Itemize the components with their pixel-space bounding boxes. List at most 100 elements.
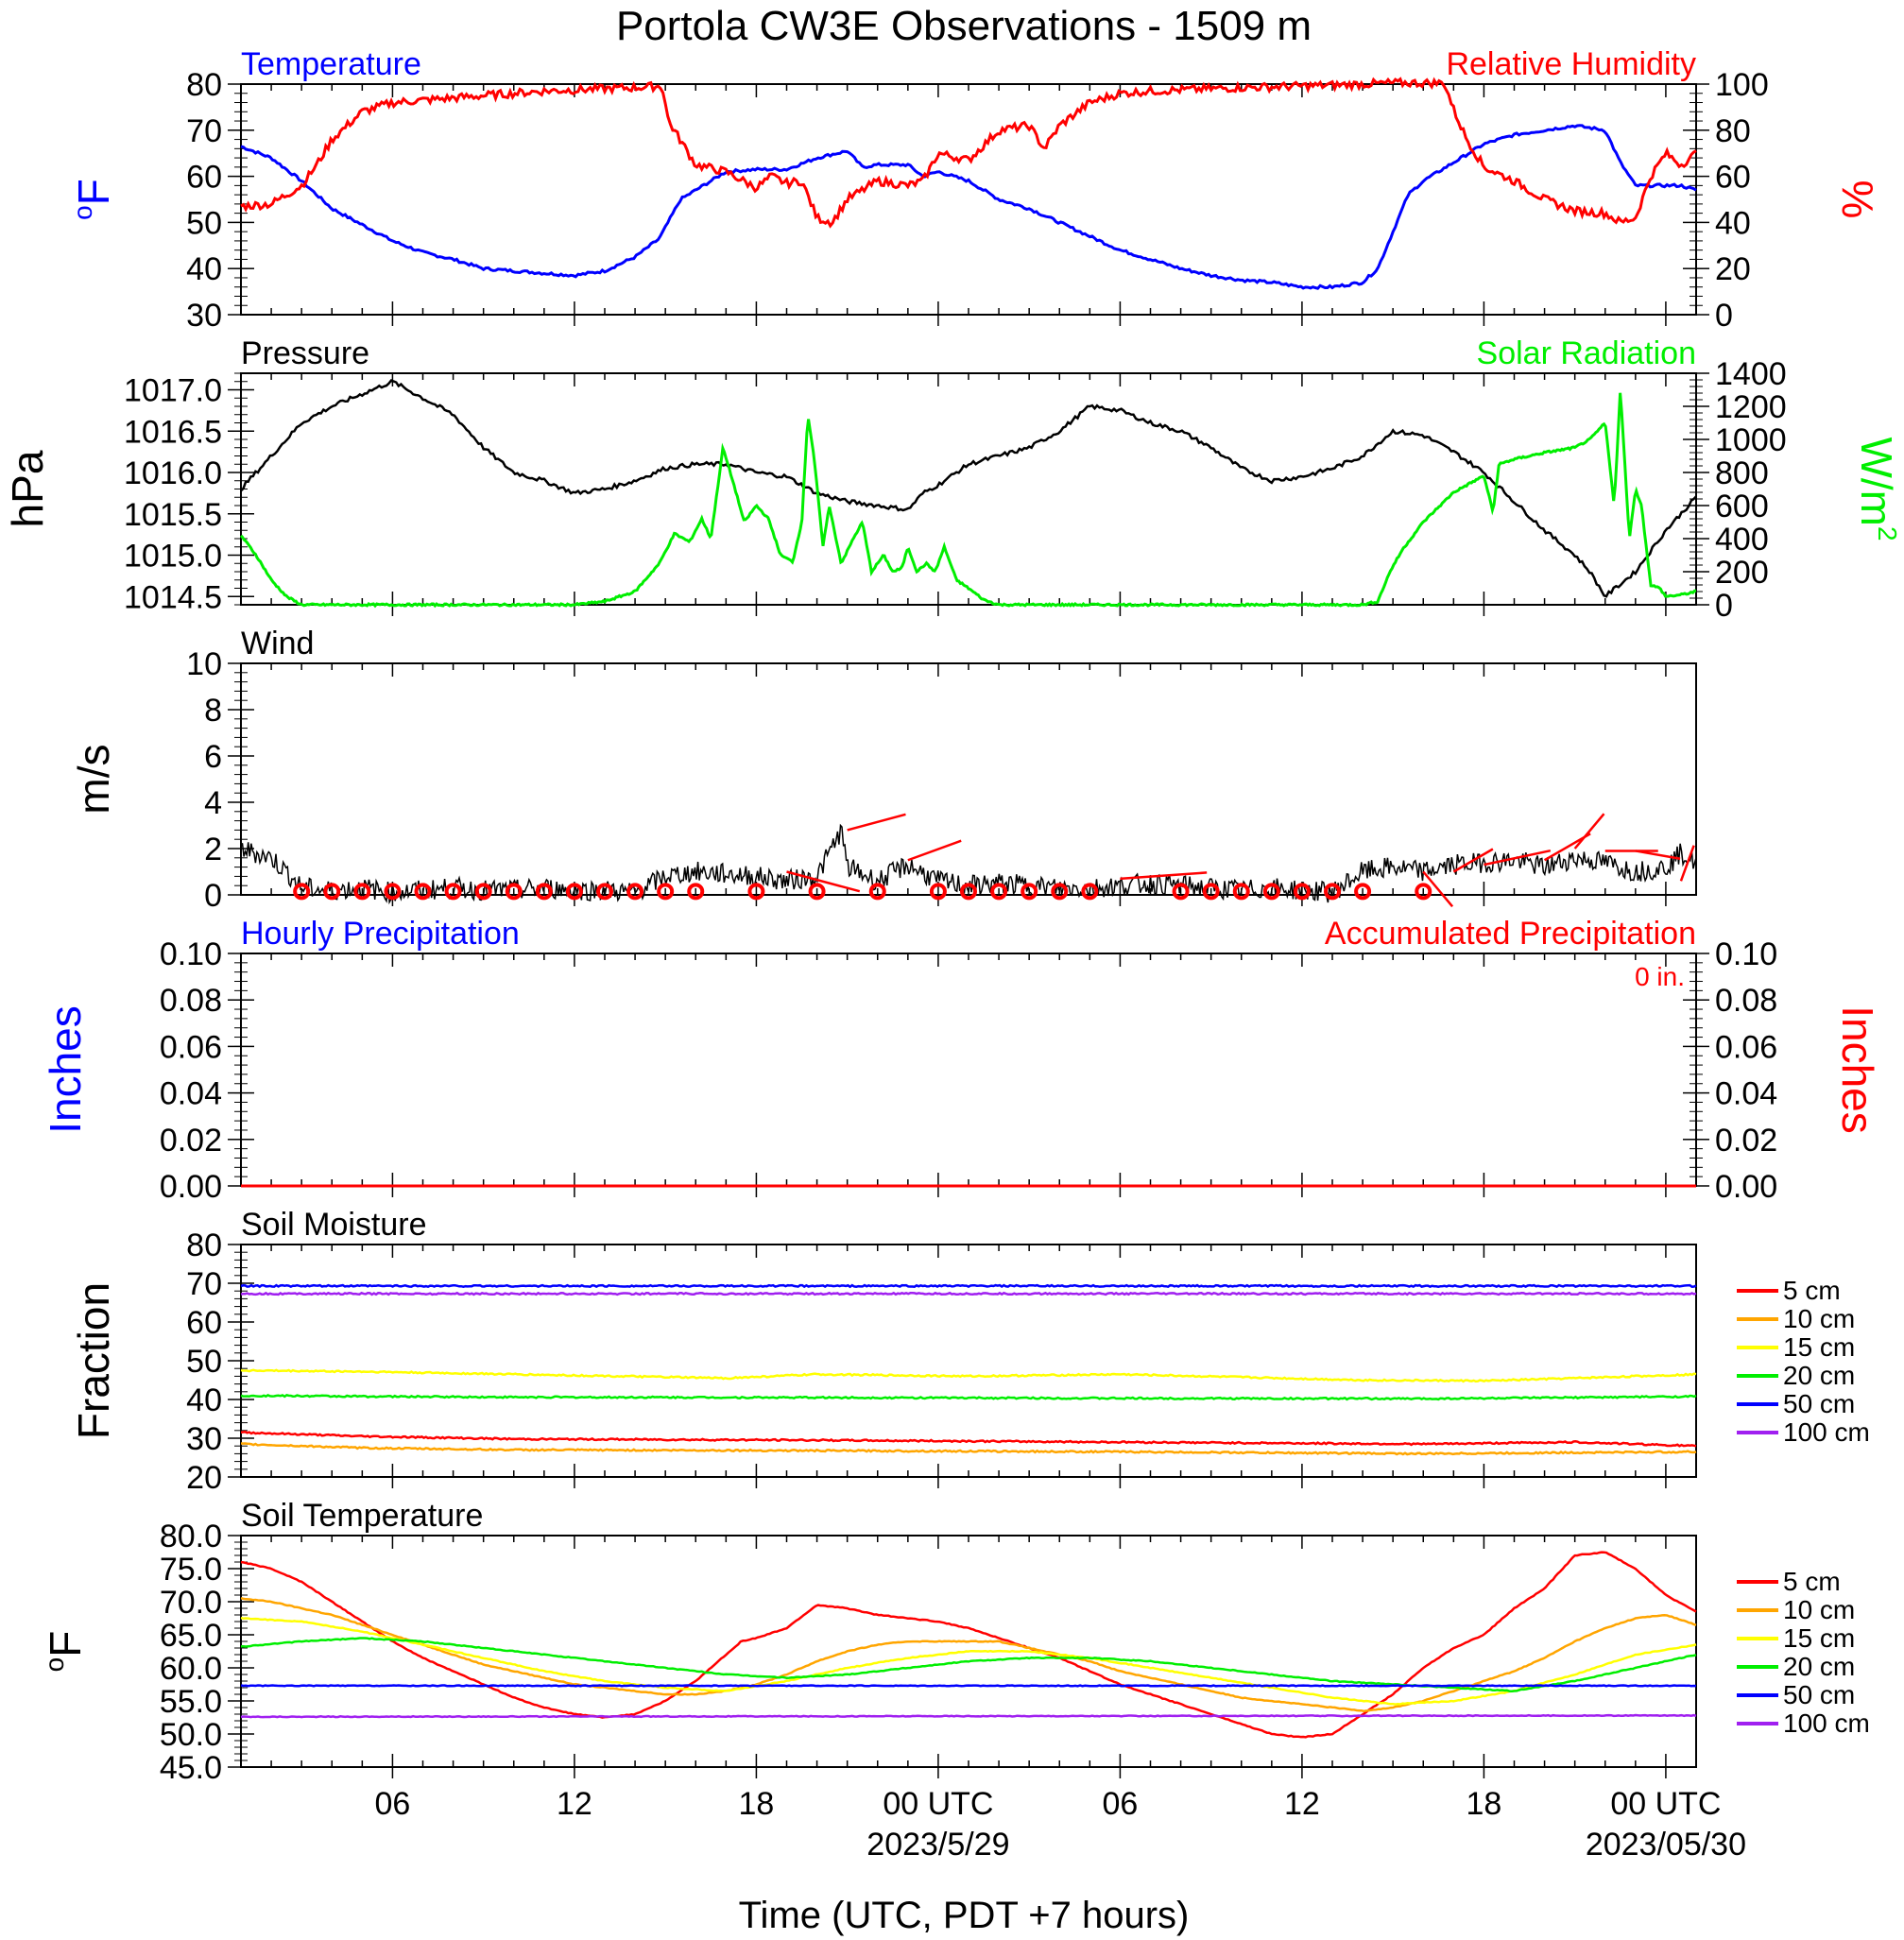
unit-right: % <box>1833 180 1882 219</box>
series-soil-moisture <box>240 1393 1697 1401</box>
y-tick-label: 50.0 <box>160 1717 222 1753</box>
y-tick-label: 0.10 <box>1715 936 1777 972</box>
y-tick-label: 0.04 <box>160 1076 222 1112</box>
y-tick-label: 1000 <box>1715 422 1787 458</box>
series-humidity <box>240 77 1697 229</box>
legend-label: 10 cm <box>1783 1595 1855 1624</box>
y-tick-label: 8 <box>204 693 222 729</box>
y-tick-label: 200 <box>1715 555 1769 591</box>
y-tick-label: 1015.0 <box>124 539 222 575</box>
unit-left: oF <box>40 1631 90 1673</box>
y-tick-label: 60 <box>1715 160 1751 196</box>
legend-label: 100 cm <box>1783 1417 1870 1447</box>
panel-label-humidity: Relative Humidity <box>1446 46 1696 82</box>
y-tick-label: 800 <box>1715 455 1769 491</box>
y-tick-label: 600 <box>1715 489 1769 524</box>
wind-barb <box>1422 870 1454 908</box>
y-tick-label: 60 <box>186 1305 222 1341</box>
y-tick-label: 1015.5 <box>124 497 222 533</box>
series-temperature <box>240 124 1697 290</box>
y-tick-label: 0.08 <box>160 983 222 1019</box>
y-tick-label: 80 <box>186 67 222 103</box>
y-tick-label: 60 <box>186 160 222 196</box>
wind-barb <box>1635 850 1681 861</box>
calm-wind-marker <box>535 883 553 901</box>
legend-label: 100 cm <box>1783 1708 1870 1738</box>
unit-left: Inches <box>41 1005 90 1134</box>
calm-wind-marker <box>1415 883 1432 901</box>
legend-label: 15 cm <box>1783 1623 1855 1653</box>
calm-wind-marker <box>687 883 705 901</box>
calm-wind-marker <box>990 883 1008 901</box>
y-tick-label: 0.02 <box>160 1123 222 1159</box>
series-soil-moisture <box>240 1283 1697 1289</box>
legend-label: 20 cm <box>1783 1361 1855 1390</box>
wind-barb <box>786 870 861 893</box>
y-tick-label: 1017.0 <box>124 373 222 409</box>
series-soil-moisture <box>240 1442 1697 1456</box>
temperature-humidity-frame <box>240 83 1697 316</box>
legend-label: 10 cm <box>1783 1304 1855 1333</box>
x-tick-label: 18 <box>1467 1786 1502 1822</box>
calm-wind-marker <box>1202 883 1220 901</box>
y-tick-label: 10 <box>186 646 222 682</box>
calm-wind-marker <box>929 883 947 901</box>
x-axis-label: Time (UTC, PDT +7 hours) <box>739 1895 1190 1936</box>
pressure-solar-panel: 1014.5 1015.0 1015.5 1016.0 1016.5 1017.0 0200… <box>3 335 1902 624</box>
pressure-solar-frame <box>240 372 1697 606</box>
panel-label-solar: Solar Radiation <box>1477 335 1696 371</box>
wind-barb <box>847 813 906 832</box>
calm-wind-marker <box>1324 883 1341 901</box>
y-tick-label: 0 <box>1715 298 1733 334</box>
series-soil-temperature <box>241 1637 1697 1692</box>
y-tick-label: 40 <box>186 1382 222 1418</box>
calm-wind-marker <box>1232 883 1250 901</box>
wind-barb <box>1452 848 1494 873</box>
wind-panel: 0 2 4 6 8 10 Wind m/s <box>69 626 1697 914</box>
y-tick-label: 1016.0 <box>124 455 222 491</box>
panel-label-soil-temperature: Soil Temperature <box>241 1498 483 1534</box>
y-tick-label: 70 <box>186 113 222 149</box>
y-tick-label: 0.08 <box>1715 983 1777 1019</box>
y-tick-label: 1400 <box>1715 356 1787 392</box>
unit-left: m/s <box>69 744 118 814</box>
series-soil-moisture <box>240 1291 1697 1296</box>
calm-wind-marker <box>960 883 977 901</box>
x-date-label: 2023/05/30 <box>1586 1827 1746 1863</box>
calm-wind-marker <box>323 883 341 901</box>
series-soil-moisture <box>240 1368 1697 1383</box>
panel-label-soil-moisture: Soil Moisture <box>241 1207 427 1243</box>
legend-label: 15 cm <box>1783 1332 1855 1362</box>
legend-label: 50 cm <box>1783 1389 1855 1418</box>
series-soil-temperature <box>240 1616 1697 1706</box>
y-tick-label: 30 <box>186 1421 222 1457</box>
panel-label-pressure: Pressure <box>241 335 369 371</box>
x-tick-label: 12 <box>1284 1786 1320 1822</box>
y-tick-label: 60.0 <box>160 1651 222 1687</box>
y-tick-label: 75.0 <box>160 1552 222 1588</box>
y-tick-label: 20 <box>1715 251 1751 287</box>
y-tick-label: 0 <box>204 878 222 914</box>
series-soil-moisture <box>240 1430 1697 1448</box>
x-tick-label: 18 <box>739 1786 775 1822</box>
calm-wind-marker <box>293 883 311 901</box>
calm-wind-marker <box>596 883 613 901</box>
y-tick-label: 50 <box>186 205 222 241</box>
y-tick-label: 55.0 <box>160 1684 222 1720</box>
y-tick-label: 0.00 <box>160 1169 222 1205</box>
y-tick-label: 45.0 <box>160 1750 222 1786</box>
panel-label-hourly-precip: Hourly Precipitation <box>241 916 520 952</box>
wind-barb <box>1679 845 1695 882</box>
x-tick-label: 06 <box>1103 1786 1139 1822</box>
y-tick-label: 0.10 <box>160 936 222 972</box>
y-tick-label: 50 <box>186 1344 222 1380</box>
unit-left: oF <box>68 179 118 220</box>
y-tick-label: 0.06 <box>1715 1029 1777 1065</box>
calm-wind-marker <box>808 883 826 901</box>
wind-barb <box>1484 849 1552 867</box>
panel-label-accum-precip: Accumulated Precipitation <box>1325 916 1696 952</box>
chart-title: Portola CW3E Observations - 1509 m <box>616 3 1312 49</box>
y-tick-label: 1200 <box>1715 389 1787 425</box>
x-tick-label: 00 UTC <box>1610 1786 1721 1822</box>
y-tick-label: 40 <box>186 251 222 287</box>
